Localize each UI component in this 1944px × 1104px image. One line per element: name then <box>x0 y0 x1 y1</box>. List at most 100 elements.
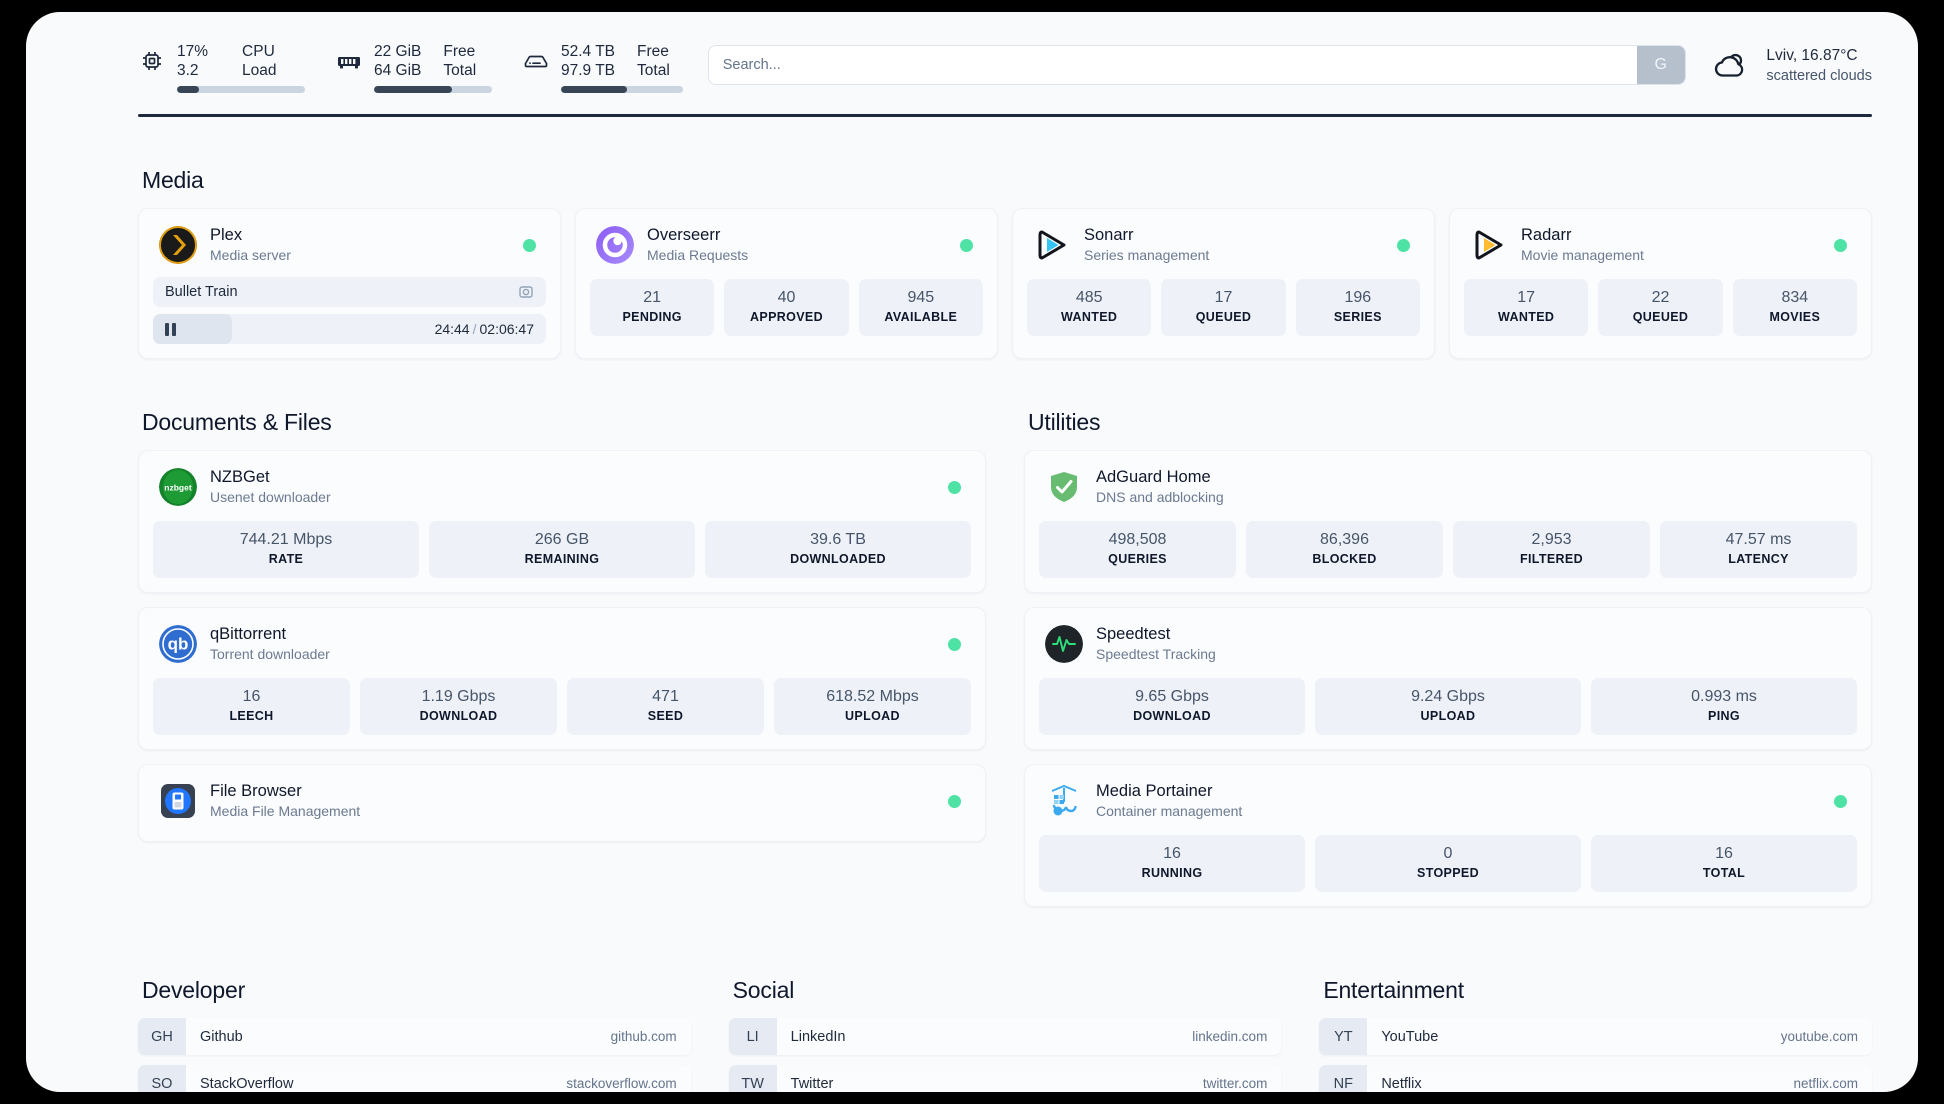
stat-label: TOTAL <box>1702 866 1746 880</box>
service-card-media-portainer[interactable]: Media Portainer Container management 16 … <box>1024 764 1872 907</box>
bookmark-item-netflix[interactable]: NF Netflix netflix.com <box>1319 1065 1872 1092</box>
stat-value: 0.993 ms <box>1691 688 1757 705</box>
service-stats: 17 WANTED 22 QUEUED 834 MOVIES <box>1464 279 1857 336</box>
status-badge-online <box>1397 238 1410 252</box>
filebrowser-icon <box>159 782 197 820</box>
stat-label: STOPPED <box>1417 866 1479 880</box>
service-card-speedtest[interactable]: Speedtest Speedtest Tracking 9.65 Gbps D… <box>1024 607 1872 750</box>
status-badge-online <box>523 238 536 252</box>
stat-item: 618.52 Mbps UPLOAD <box>774 678 971 735</box>
stat-label: PENDING <box>622 310 682 324</box>
stat-value: 498,508 <box>1108 531 1167 548</box>
now-playing-title: Bullet Train <box>165 284 238 300</box>
search-provider-button[interactable]: G <box>1636 46 1685 84</box>
service-card-nzbget[interactable]: nzbget NZBGet Usenet downloader 744.21 M… <box>138 450 986 593</box>
service-card-file-browser[interactable]: File Browser Media File Management <box>138 764 986 842</box>
service-name: Media Portainer <box>1096 782 1213 800</box>
top-bar: 17% 3.2 CPU Load <box>26 12 1918 98</box>
stat-label: APPROVED <box>750 310 823 324</box>
bookmark-group-title: Developer <box>142 977 246 1003</box>
service-name: File Browser <box>210 782 302 800</box>
plex-icon <box>159 226 197 264</box>
bookmark-abbr: NF <box>1319 1065 1368 1092</box>
playback-progress-bar[interactable]: 24:44/02:06:47 <box>153 314 546 344</box>
service-stats: 485 WANTED 17 QUEUED 196 SERIES <box>1027 279 1420 336</box>
service-description: Media Requests <box>647 247 749 263</box>
stat-item: 21 PENDING <box>590 279 715 336</box>
bookmark-name: Twitter <box>790 1075 834 1092</box>
disk-total-value: 97.9 TB <box>561 61 616 79</box>
service-card-radarr[interactable]: Radarr Movie management 17 WANTED 22 QUE… <box>1449 208 1872 359</box>
stat-item: 17 WANTED <box>1464 279 1589 336</box>
bookmark-url: youtube.com <box>1780 1029 1858 1044</box>
service-description: Container management <box>1096 803 1243 819</box>
service-card-adguard-home[interactable]: AdGuard Home DNS and adblocking 498,508 … <box>1024 450 1872 593</box>
section-title-documents: Documents & Files <box>142 409 332 435</box>
bookmark-item-youtube[interactable]: YT YouTube youtube.com <box>1319 1018 1872 1055</box>
stat-label: DOWNLOAD <box>1133 709 1211 723</box>
stat-label: BLOCKED <box>1312 552 1377 566</box>
stat-label: AVAILABLE <box>884 310 958 324</box>
weather-location-temp: Lviv, 16.87°C <box>1766 47 1858 64</box>
stat-label: WANTED <box>1061 310 1118 324</box>
stat-item: 945 AVAILABLE <box>858 279 983 336</box>
stat-value: 834 <box>1781 289 1809 306</box>
stat-item: 9.24 Gbps UPLOAD <box>1315 678 1581 735</box>
service-card-plex[interactable]: Plex Media server Bullet Train <box>138 208 561 359</box>
stat-item: 471 SEED <box>567 678 764 735</box>
stat-item: 22 QUEUED <box>1598 279 1723 336</box>
playback-time: 24:44/02:06:47 <box>435 321 534 337</box>
stat-value: 744.21 Mbps <box>239 531 333 548</box>
bookmarks: Developer GH Github github.com SO StackO… <box>138 977 1872 1092</box>
stat-value: 266 GB <box>534 531 590 548</box>
service-name: Plex <box>210 226 243 244</box>
nzbget-icon: nzbget <box>159 468 197 506</box>
search-input[interactable] <box>708 46 1637 84</box>
service-name: Sonarr <box>1084 226 1134 244</box>
service-name: qBittorrent <box>210 625 287 643</box>
stat-item: 47.57 ms LATENCY <box>1660 521 1857 578</box>
bookmark-url: stackoverflow.com <box>566 1076 677 1091</box>
stat-item: 266 GB REMAINING <box>429 521 695 578</box>
cpu-load-label: Load <box>242 61 277 79</box>
bookmark-item-linkedin[interactable]: LI LinkedIn linkedin.com <box>728 1018 1282 1055</box>
bookmark-item-github[interactable]: GH Github github.com <box>138 1018 691 1055</box>
weather-widget[interactable]: Lviv, 16.87°C scattered clouds <box>1710 46 1872 86</box>
stat-item: 9.65 Gbps DOWNLOAD <box>1039 678 1305 735</box>
memory-total-value: 64 GiB <box>374 61 422 79</box>
pause-icon[interactable] <box>165 322 176 336</box>
stat-value: 16 <box>1715 845 1733 862</box>
status-badge-online <box>948 637 961 651</box>
service-stats: 498,508 QUERIES 86,396 BLOCKED 2,953 FIL… <box>1039 521 1857 578</box>
main-content: Media Plex Media server <box>26 167 1918 1092</box>
stat-label: DOWNLOAD <box>419 709 498 723</box>
service-stats: 9.65 Gbps DOWNLOAD 9.24 Gbps UPLOAD 0.99… <box>1039 678 1857 735</box>
service-card-qbittorrent[interactable]: qb qBittorrent Torrent downloader 16 LEE… <box>138 607 986 750</box>
playback-elapsed: 24:44 <box>434 321 470 337</box>
metric-disk: 52.4 TB 97.9 TB Free Total <box>522 42 683 93</box>
stat-value: 47.57 ms <box>1725 531 1792 548</box>
search-bar[interactable]: G <box>707 45 1686 85</box>
service-card-overseerr[interactable]: Overseerr Media Requests 21 PENDING 40 A… <box>575 208 998 359</box>
stat-value: 196 <box>1344 289 1372 306</box>
bookmark-item-twitter[interactable]: TW Twitter twitter.com <box>728 1065 1282 1092</box>
service-description: Usenet downloader <box>210 489 331 505</box>
stat-item: 1.19 Gbps DOWNLOAD <box>360 678 557 735</box>
service-stats: 21 PENDING 40 APPROVED 945 AVAILABLE <box>590 279 983 336</box>
cast-icon[interactable] <box>518 284 534 300</box>
stat-value: 485 <box>1075 289 1103 306</box>
sonarr-icon <box>1033 226 1071 264</box>
service-stats: 16 LEECH 1.19 Gbps DOWNLOAD 471 SEED 6 <box>153 678 971 735</box>
disk-usage-bar <box>561 85 683 93</box>
stat-label: MOVIES <box>1769 310 1821 324</box>
stat-label: RUNNING <box>1141 866 1203 880</box>
section-title-media: Media <box>142 167 204 193</box>
service-card-sonarr[interactable]: Sonarr Series management 485 WANTED 17 Q… <box>1012 208 1435 359</box>
bookmark-item-stackoverflow[interactable]: SO StackOverflow stackoverflow.com <box>138 1065 691 1092</box>
stat-value: 39.6 TB <box>810 531 866 548</box>
status-badge-online <box>1834 238 1847 252</box>
hardware-metrics: 17% 3.2 CPU Load <box>138 42 683 93</box>
stat-label: QUEUED <box>1632 310 1689 324</box>
search-area: G <box>683 45 1710 85</box>
service-name: AdGuard Home <box>1096 468 1211 486</box>
